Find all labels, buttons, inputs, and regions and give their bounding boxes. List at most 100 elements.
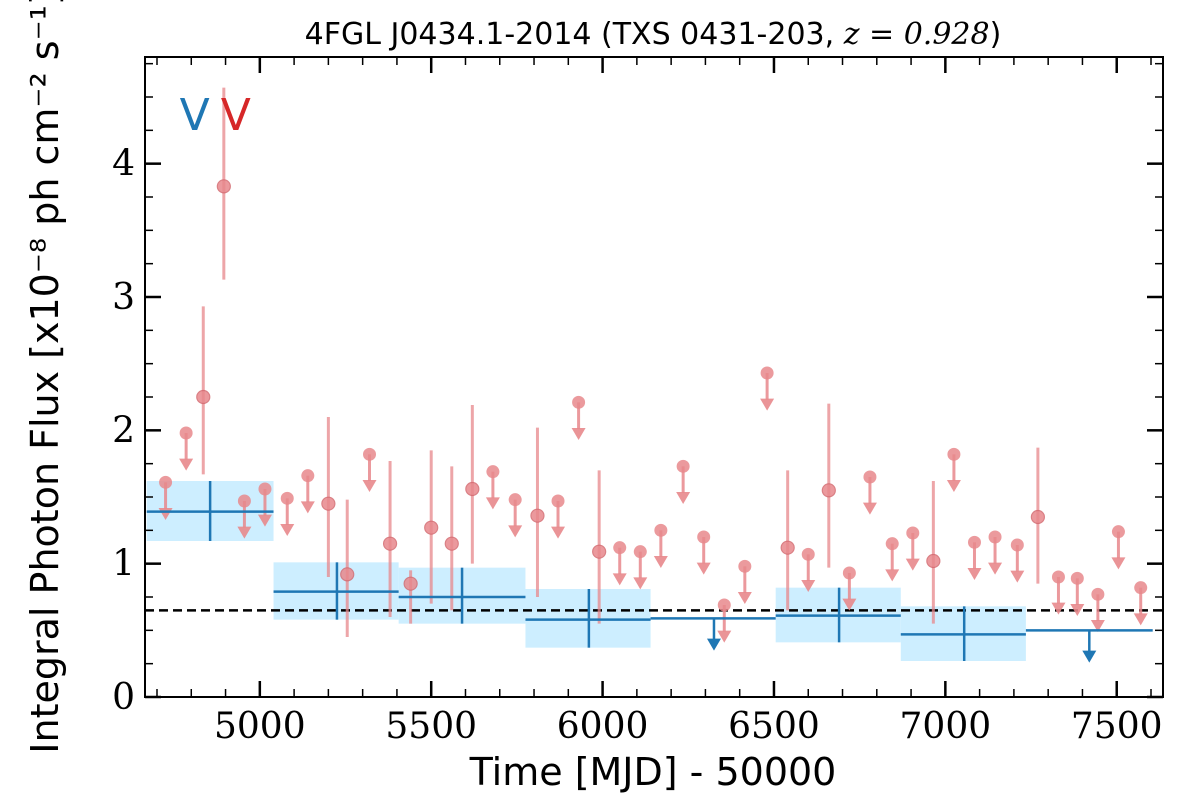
short-upper-limit-32 [1133, 581, 1148, 626]
short-upper-limit-point-31 [1111, 525, 1125, 539]
short-detection-point-0 [216, 179, 231, 194]
title-math: z = 0.928 [843, 17, 990, 52]
short-upper-limit-arrow-10 [571, 428, 586, 440]
short-upper-limit-arrow-28 [1051, 602, 1066, 615]
short-upper-limit-20 [842, 566, 857, 611]
short-upper-limit-point-25 [967, 535, 981, 549]
x-tick-label-6500: 6500 [728, 706, 820, 747]
title-suffix: ) [990, 17, 1002, 52]
short-upper-limit-arrow-27 [1010, 570, 1025, 583]
long-upper-limit-1 [1025, 629, 1153, 663]
short-upper-limit-arrow-23 [905, 558, 920, 571]
short-upper-limit-arrow-6 [362, 480, 377, 492]
short-upper-limit-arrow-32 [1133, 613, 1148, 626]
short-upper-limit-point-1 [179, 426, 193, 440]
short-upper-limit-arrow-19 [801, 580, 816, 592]
short-upper-limit-arrow-16 [717, 630, 732, 643]
short-upper-limit-31 [1111, 525, 1126, 570]
tick-labels: 5000 5500 6000 6500 7000 7500 0 1 2 3 4 [112, 144, 1162, 747]
long-detection-0 [146, 481, 274, 541]
short-upper-limit-arrow-12 [633, 577, 648, 590]
short-upper-limit-arrow-31 [1111, 557, 1126, 570]
short-upper-limit-26 [988, 530, 1003, 575]
short-upper-limit-arrow-30 [1090, 620, 1105, 632]
short-upper-limit-5 [300, 469, 315, 514]
short-detection-9 [530, 427, 545, 597]
short-upper-limit-point-17 [738, 559, 752, 573]
short-upper-limit-point-28 [1051, 570, 1065, 584]
short-upper-limit-29 [1070, 571, 1085, 616]
short-detection-point-12 [821, 483, 836, 498]
short-detection-point-14 [1030, 509, 1045, 525]
short-detection-point-2 [321, 496, 336, 511]
short-detection-12 [821, 403, 836, 568]
short-upper-limit-point-21 [863, 470, 877, 484]
short-upper-limit-point-2 [237, 494, 251, 508]
short-upper-limit-28 [1051, 570, 1066, 615]
short-detection-point-7 [444, 536, 459, 551]
short-upper-limit-point-22 [885, 537, 899, 551]
short-upper-limit-point-23 [906, 526, 920, 540]
short-upper-limit-arrow-26 [988, 562, 1003, 575]
short-upper-limit-point-11 [613, 541, 627, 555]
short-upper-limit-point-6 [363, 447, 377, 461]
short-upper-limit-point-14 [676, 459, 690, 473]
short-upper-limit-7 [485, 465, 500, 510]
short-upper-limit-11 [612, 541, 627, 586]
short-upper-limit-arrow-22 [885, 569, 900, 582]
y-tick-label-1: 1 [112, 544, 135, 585]
short-upper-limit-arrow-21 [862, 502, 877, 515]
short-upper-limit-25 [967, 535, 982, 580]
y-tick-label-0: 0 [112, 677, 135, 718]
short-upper-limit-point-20 [842, 566, 856, 580]
y-tick-label-4: 4 [112, 144, 135, 185]
short-upper-limit-point-30 [1091, 587, 1105, 601]
short-upper-limit-arrow-18 [760, 398, 775, 411]
short-detection-point-1 [196, 389, 211, 405]
short-upper-limit-23 [905, 526, 920, 571]
short-upper-limit-arrow-8 [508, 525, 523, 538]
short-upper-limit-arrow-29 [1070, 604, 1085, 616]
short-upper-limit-point-27 [1010, 538, 1024, 552]
tick-marks [145, 57, 1163, 699]
short-upper-limit-21 [862, 470, 877, 515]
x-tick-label-5000: 5000 [214, 706, 306, 747]
event-marker-1: V [221, 90, 251, 141]
short-upper-limit-8 [508, 493, 523, 538]
short-upper-limit-point-16 [717, 598, 731, 612]
long-upper-limit-arrow-0 [706, 638, 721, 651]
short-upper-limit-arrow-13 [653, 556, 668, 568]
short-detection-point-6 [424, 520, 439, 535]
short-upper-limit-point-3 [258, 482, 272, 496]
short-upper-limit-arrow-25 [967, 568, 982, 580]
short-upper-limit-point-4 [280, 491, 294, 505]
short-upper-limit-point-24 [947, 447, 961, 461]
short-detection-point-4 [382, 536, 398, 551]
short-upper-limit-arrow-17 [737, 592, 752, 604]
short-upper-limit-point-12 [633, 545, 647, 559]
long-upper-limit-0 [650, 617, 776, 651]
y-axis-label: Integral Photon Flux [x10⁻⁸ ph cm⁻² s⁻¹] [23, 0, 67, 754]
long-detection-4 [775, 587, 901, 643]
short-upper-limit-arrow-4 [280, 524, 295, 536]
short-upper-limit-arrow-1 [179, 458, 194, 471]
short-upper-limit-arrow-20 [842, 598, 857, 611]
short-detection-13 [926, 481, 941, 624]
long-detection-3 [525, 589, 651, 648]
event-marker-0: V [180, 90, 210, 141]
x-axis-label: Time [MJD] - 50000 [469, 750, 837, 794]
short-upper-limit-4 [280, 491, 295, 536]
short-detection-1 [196, 306, 211, 475]
short-detection-point-9 [530, 508, 545, 523]
short-upper-limit-point-19 [801, 547, 815, 561]
plot-axes [144, 56, 1164, 699]
short-upper-limit-14 [676, 459, 691, 504]
short-upper-limit-point-13 [654, 523, 668, 537]
long-detection-2 [398, 567, 526, 624]
short-upper-limit-12 [633, 545, 648, 590]
short-upper-limit-18 [760, 366, 775, 411]
long-bin-series [146, 481, 1153, 663]
short-upper-limit-10 [571, 395, 586, 440]
